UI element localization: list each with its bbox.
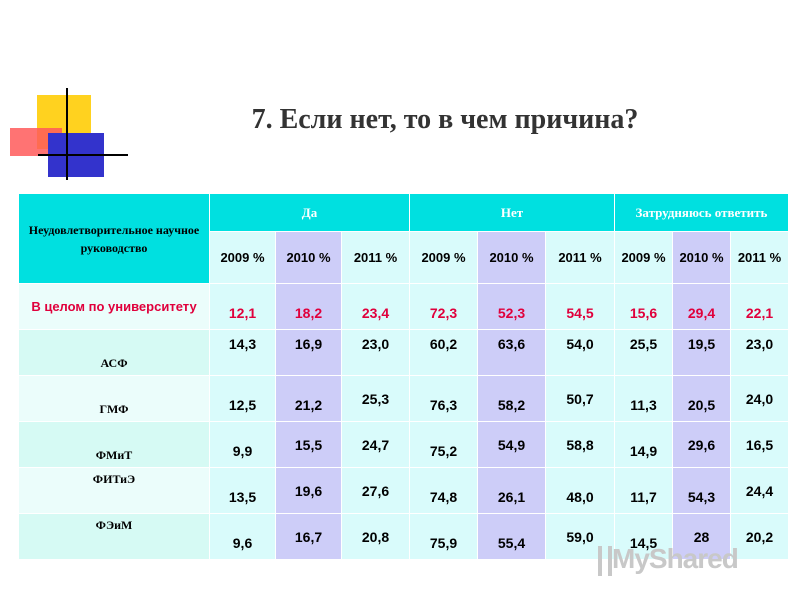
table-cell: 25,5	[614, 329, 673, 376]
table-cell: 29,6	[672, 421, 731, 468]
table-cell: 60,2	[409, 329, 478, 376]
table-cell: 18,2	[275, 283, 342, 330]
table-cell: 75,2	[409, 421, 478, 468]
table-cell: 23,0	[341, 329, 410, 376]
table-cell: 23,4	[341, 283, 410, 330]
table-cell: 50,7	[545, 375, 615, 422]
watermark-text: MyShared	[612, 543, 739, 574]
table-cell: 58,8	[545, 421, 615, 468]
group-header-no: Нет	[409, 193, 615, 232]
table-cell: 14,5	[614, 513, 673, 560]
row-label: ФЭиМ	[18, 513, 210, 560]
table-row: ФЭиМ 9,6 16,7 20,8 75,9 55,4 59,0 14,5 2…	[18, 513, 789, 560]
table-cell: 16,5	[730, 421, 789, 468]
table-cell: 14,9	[614, 421, 673, 468]
table-cell: 15,5	[275, 421, 342, 468]
table-cell: 55,4	[477, 513, 546, 560]
decor-horizontal-line	[38, 154, 128, 156]
table-cell: 15,6	[614, 283, 673, 330]
header-row-years: 2009 % 2010 % 2011 % 2009 % 2010 % 2011 …	[19, 231, 789, 284]
year-header: 2009 %	[409, 231, 478, 284]
table-cell: 25,3	[341, 375, 410, 422]
table-cell: 20,2	[730, 513, 789, 560]
row-label: ФИТиЭ	[18, 467, 210, 514]
table-cell: 24,4	[730, 467, 789, 514]
table-cell: 54,9	[477, 421, 546, 468]
table-cell: 13,5	[209, 467, 276, 514]
table-cell: 74,8	[409, 467, 478, 514]
table-cell: 24,7	[341, 421, 410, 468]
table-cell: 72,3	[409, 283, 478, 330]
row-label: ФМиТ	[18, 421, 210, 468]
table-cell: 28	[672, 513, 731, 560]
row-label: ГМФ	[18, 375, 210, 422]
row-label: АСФ	[18, 329, 210, 376]
watermark-icon	[598, 546, 612, 576]
table-row: АСФ 14,3 16,9 23,0 60,2 63,6 54,0 25,5 1…	[18, 329, 789, 376]
table-cell: 54,0	[545, 329, 615, 376]
table-cell: 21,2	[275, 375, 342, 422]
table-cell: 16,9	[275, 329, 342, 376]
table-row: В целом по университету 12,1 18,2 23,4 7…	[18, 283, 789, 330]
year-header: 2011 %	[545, 231, 615, 284]
table-cell: 24,0	[730, 375, 789, 422]
survey-table: Неудовлетворительное научное руководство…	[18, 193, 789, 560]
corner-label: Неудовлетворительное научное руководство	[18, 193, 210, 284]
table-cell: 52,3	[477, 283, 546, 330]
table-cell: 12,1	[209, 283, 276, 330]
table-row: ГМФ 12,5 21,2 25,3 76,3 58,2 50,7 11,3 2…	[18, 375, 789, 422]
table-cell: 19,5	[672, 329, 731, 376]
year-header: 2010 %	[477, 231, 546, 284]
table-cell: 54,5	[545, 283, 615, 330]
table-cell: 22,1	[730, 283, 789, 330]
table-cell: 14,3	[209, 329, 276, 376]
row-label: В целом по университету	[18, 283, 210, 330]
table-cell: 23,0	[730, 329, 789, 376]
table-cell: 12,5	[209, 375, 276, 422]
header-row-groups: Неудовлетворительное научное руководство…	[18, 193, 789, 284]
slide-title: 7. Если нет, то в чем причина?	[251, 104, 639, 135]
year-header: 2010 %	[672, 231, 731, 284]
table-cell: 20,5	[672, 375, 731, 422]
table-cell: 63,6	[477, 329, 546, 376]
table-cell: 48,0	[545, 467, 615, 514]
table-cell: 29,4	[672, 283, 731, 330]
table-cell: 20,8	[341, 513, 410, 560]
year-header: 2011 %	[730, 231, 789, 284]
table-cell: 9,9	[209, 421, 276, 468]
table-cell: 9,6	[209, 513, 276, 560]
table-cell: 11,3	[614, 375, 673, 422]
year-header: 2009 %	[209, 231, 276, 284]
decor-vertical-line	[66, 88, 68, 180]
year-header: 2010 %	[275, 231, 342, 284]
year-header: 2009 %	[614, 231, 673, 284]
group-header-unsure: Затрудняюсь ответить	[614, 193, 789, 232]
table-cell: 76,3	[409, 375, 478, 422]
table-cell: 16,7	[275, 513, 342, 560]
table-cell: 26,1	[477, 467, 546, 514]
table-cell: 75,9	[409, 513, 478, 560]
table-cell: 11,7	[614, 467, 673, 514]
table-cell: 58,2	[477, 375, 546, 422]
year-header: 2011 %	[341, 231, 410, 284]
table-cell: 54,3	[672, 467, 731, 514]
table-row: ФИТиЭ 13,5 19,6 27,6 74,8 26,1 48,0 11,7…	[18, 467, 789, 514]
table-cell: 27,6	[341, 467, 410, 514]
table-cell: 19,6	[275, 467, 342, 514]
table-cell: 59,0	[545, 513, 615, 560]
group-header-yes: Да	[209, 193, 410, 232]
table-row: ФМиТ 9,9 15,5 24,7 75,2 54,9 58,8 14,9 2…	[18, 421, 789, 468]
